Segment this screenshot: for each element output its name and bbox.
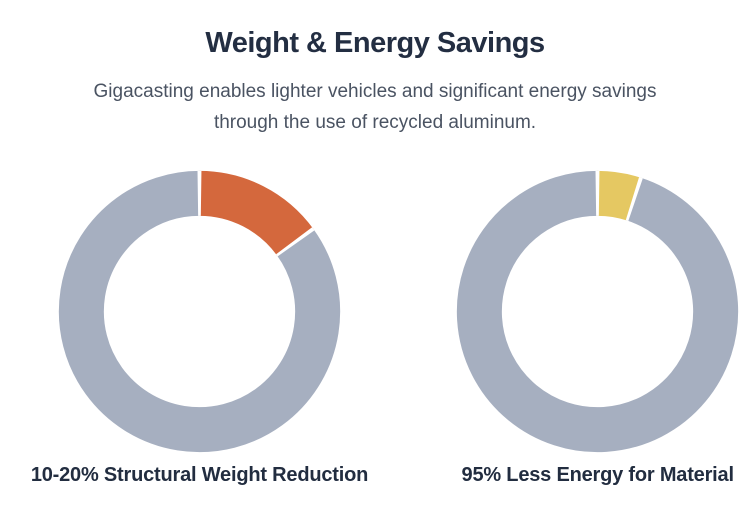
charts-row: 10-20% Structural Weight Reduction 95% L…: [0, 166, 750, 487]
page-title: Weight & Energy Savings: [205, 27, 545, 59]
chart-caption-weight-reduction: 10-20% Structural Weight Reduction: [30, 464, 369, 486]
chart-caption-energy-savings: 95% Less Energy for Material: [461, 464, 734, 486]
page-subtitle-line-1: Gigacasting enables lighter vehicles and…: [93, 81, 657, 102]
page-subtitle: Gigacasting enables lighter vehicles and…: [0, 76, 750, 138]
donut-ring-energy-savings: [457, 170, 739, 453]
donut-chart-weight-reduction: 10-20% Structural Weight Reduction: [31, 166, 368, 487]
header: Weight & Energy Savings Gigacasting enab…: [0, 0, 750, 138]
donut-chart-energy-savings: 95% Less Energy for Material: [452, 166, 743, 487]
page-subtitle-line-2: through the use of recycled aluminum.: [213, 112, 537, 133]
donut-ring-weight-reduction: [58, 170, 341, 453]
